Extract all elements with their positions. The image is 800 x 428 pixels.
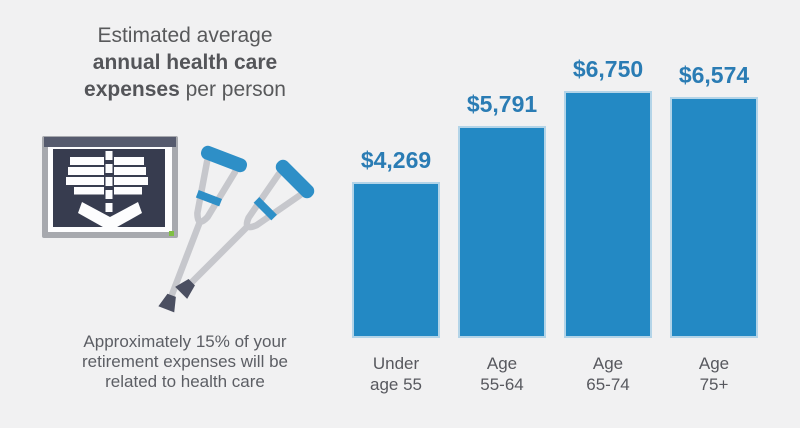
bar-75-plus — [670, 97, 758, 338]
bar-under-55 — [352, 182, 440, 338]
caption-line-1: Approximately 15% of your — [83, 332, 287, 351]
led-icon — [169, 231, 174, 236]
crutch-icon — [164, 157, 317, 310]
value-label: $6,750 — [572, 56, 644, 82]
value-label: $5,791 — [466, 91, 538, 117]
title-line-3-bold: expenses — [84, 78, 180, 101]
bar-column-65-74: $6,750 Age 65-74 — [564, 45, 652, 395]
caption-line-2: retirement expenses will be — [82, 352, 288, 371]
title-line-2: annual health care — [92, 51, 278, 74]
title-line-1: Estimated average — [97, 24, 273, 47]
caption-line-3: related to health care — [105, 372, 265, 391]
category-label: Age 55-64 — [480, 354, 524, 394]
page-title: Estimated average annual health care exp… — [40, 22, 330, 103]
value-label: $6,574 — [678, 62, 750, 88]
category-label: Age 65-74 — [586, 354, 630, 394]
xray-crutches-illustration — [42, 136, 324, 322]
bar-column-75-plus: $6,574 Age 75+ — [670, 45, 758, 395]
bar-column-under-55: $4,269 Under age 55 — [352, 45, 440, 395]
title-line-3-rest: per person — [179, 78, 286, 101]
category-label: Age 75+ — [698, 354, 730, 394]
bar-65-74 — [564, 91, 652, 338]
bar-chart: $4,269 Under age 55 $5,791 Age 55-64 $6,75… — [352, 45, 758, 395]
category-label: Under age 55 — [370, 354, 422, 394]
xray-lightbox-icon — [42, 136, 178, 238]
bar-55-64 — [458, 126, 546, 338]
caption: Approximately 15% of your retirement expe… — [40, 332, 330, 392]
bar-column-55-64: $5,791 Age 55-64 — [458, 45, 546, 395]
value-label: $4,269 — [360, 147, 432, 173]
